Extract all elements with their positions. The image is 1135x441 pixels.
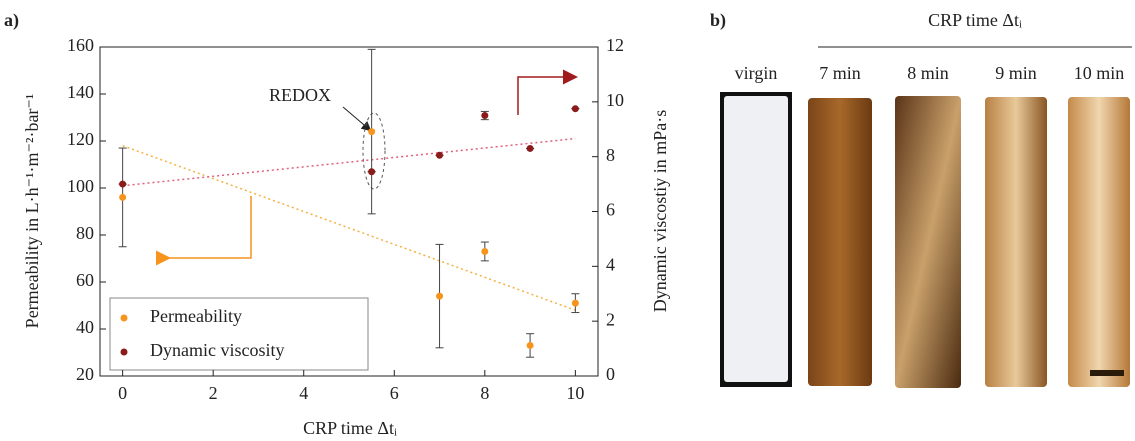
legend <box>109 297 369 371</box>
point <box>368 128 376 136</box>
point <box>571 105 579 113</box>
y-tick-label: 160 <box>67 35 94 55</box>
sample-label: 9 min <box>995 63 1037 83</box>
axis-arrow <box>156 196 252 266</box>
panel-label: b) <box>710 10 726 31</box>
x-tick-label: 6 <box>390 383 399 403</box>
y-tick-label: 100 <box>67 176 94 196</box>
sample-label: 10 min <box>1074 63 1125 83</box>
photo-mark <box>1090 370 1124 376</box>
y-tick-label: 60 <box>76 270 94 290</box>
y2-tick-label: 0 <box>606 364 615 384</box>
point <box>571 299 579 307</box>
y2-axis-label: Dynamic viscostiy in mPa·s <box>650 110 670 312</box>
legend-marker <box>120 314 128 322</box>
legend-marker <box>120 348 128 356</box>
y-axis-label: Permeability in L·h⁻¹·m⁻²·bar⁻¹ <box>22 94 42 329</box>
point <box>436 292 444 300</box>
legend-label: Dynamic viscosity <box>150 340 284 360</box>
trend-line <box>122 137 576 187</box>
sample-label: virgin <box>735 63 778 83</box>
y2-tick-label: 8 <box>606 145 615 165</box>
y2-tick-label: 12 <box>606 35 624 55</box>
photo-7min <box>808 98 872 386</box>
y2-tick-label: 4 <box>606 254 615 274</box>
sample-label: 8 min <box>907 63 949 83</box>
point <box>526 144 534 152</box>
x-axis-label: CRP time Δtᵢ <box>303 418 397 438</box>
sample-label: 7 min <box>819 63 861 83</box>
x-tick-label: 4 <box>299 383 308 403</box>
point <box>481 247 489 255</box>
photo-virgin <box>724 96 788 382</box>
y-tick-label: 140 <box>67 82 94 102</box>
point <box>436 151 444 159</box>
redox-ellipse <box>362 112 386 190</box>
point <box>481 112 489 120</box>
panel-label: a) <box>4 10 19 31</box>
x-tick-label: 0 <box>118 383 127 403</box>
annotation-arrow <box>342 106 372 132</box>
photo-10min <box>1068 97 1130 387</box>
axis-arrow <box>517 69 578 115</box>
point <box>119 193 127 201</box>
photo-8min <box>895 96 961 388</box>
y2-tick-label: 10 <box>606 90 624 110</box>
point <box>526 341 534 349</box>
y-tick-label: 80 <box>76 223 94 243</box>
legend-label: Permeability <box>150 306 242 326</box>
point <box>119 180 127 188</box>
photo-9min <box>985 97 1047 387</box>
y-tick-label: 20 <box>76 364 94 384</box>
panel-title: CRP time Δtᵢ <box>928 10 1022 30</box>
y2-tick-label: 6 <box>606 200 615 220</box>
y-tick-label: 120 <box>67 129 94 149</box>
x-tick-label: 2 <box>209 383 218 403</box>
x-tick-label: 10 <box>566 383 584 403</box>
y-tick-label: 40 <box>76 317 94 337</box>
annotation: REDOX <box>269 85 331 105</box>
y2-tick-label: 2 <box>606 309 615 329</box>
x-tick-label: 8 <box>480 383 489 403</box>
point <box>368 168 376 176</box>
trend-line <box>122 144 576 311</box>
